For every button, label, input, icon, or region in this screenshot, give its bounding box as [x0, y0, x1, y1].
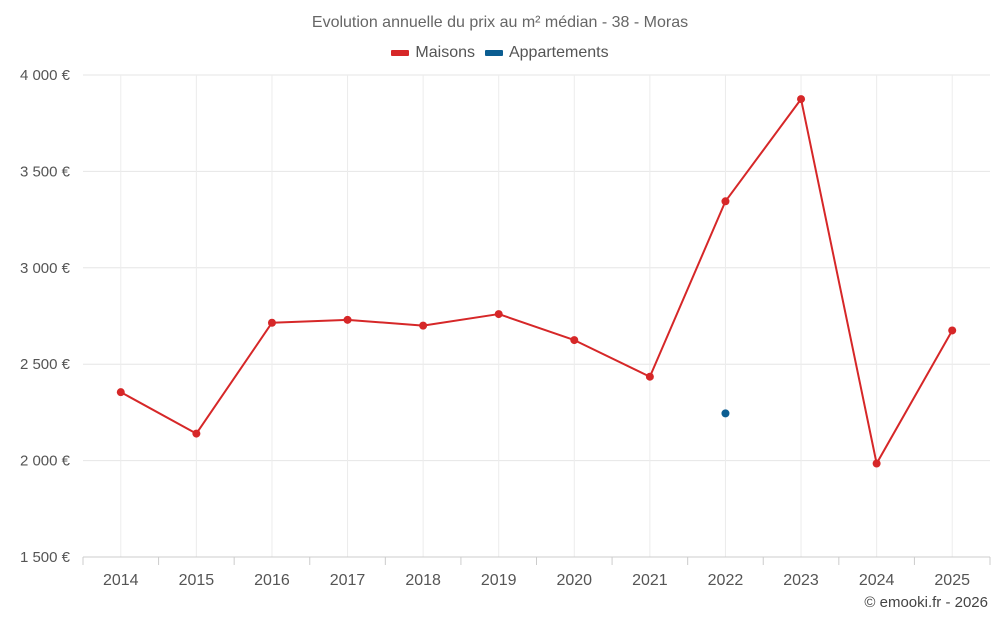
legend-label-maisons: Maisons [415, 44, 475, 61]
y-tick-label: 3 000 € [20, 260, 71, 277]
legend-swatch-appartements [484, 50, 503, 56]
x-tick-label: 2017 [330, 572, 366, 589]
data-point-maisons[interactable] [267, 318, 276, 327]
credit-text: © emooki.fr - 2026 [864, 594, 988, 611]
data-point-maisons[interactable] [645, 372, 654, 381]
legend: Maisons Appartements [0, 44, 1000, 62]
x-tick-label: 2020 [556, 572, 592, 589]
data-point-maisons[interactable] [721, 197, 730, 206]
x-tick-label: 2015 [179, 572, 215, 589]
data-point-maisons[interactable] [192, 429, 201, 438]
y-tick-label: 4 000 € [20, 67, 71, 84]
x-tick-label: 2025 [934, 572, 970, 589]
data-point-maisons[interactable] [797, 95, 806, 104]
y-tick-label: 1 500 € [20, 549, 71, 566]
series-line-maisons [120, 98, 954, 465]
y-tick-label: 2 000 € [20, 453, 71, 470]
data-point-maisons[interactable] [494, 310, 503, 319]
x-tick-label: 2016 [254, 572, 290, 589]
data-point-maisons[interactable] [343, 315, 352, 324]
data-point-maisons[interactable] [116, 388, 125, 397]
chart-title: Evolution annuelle du prix au m² médian … [311, 14, 689, 31]
data-point-appartements[interactable] [721, 409, 730, 418]
data-point-maisons[interactable] [419, 321, 428, 330]
x-tick-label: 2014 [103, 572, 139, 589]
legend-item-maisons[interactable]: Maisons [391, 44, 475, 62]
legend-item-appartements[interactable]: Appartements [484, 44, 609, 62]
x-tick-label: 2023 [783, 572, 819, 589]
x-tick-label: 2021 [632, 572, 668, 589]
data-point-maisons[interactable] [948, 326, 957, 335]
x-tick-label: 2018 [405, 572, 441, 589]
x-tick-label: 2024 [859, 572, 895, 589]
data-point-maisons[interactable] [570, 336, 579, 345]
y-tick-label: 3 500 € [20, 163, 71, 180]
x-tick-label: 2022 [708, 572, 744, 589]
data-point-maisons[interactable] [872, 459, 881, 468]
legend-label-appartements: Appartements [508, 44, 609, 61]
y-tick-label: 2 500 € [20, 356, 71, 373]
legend-swatch-maisons [391, 50, 410, 56]
x-tick-label: 2019 [481, 572, 517, 589]
